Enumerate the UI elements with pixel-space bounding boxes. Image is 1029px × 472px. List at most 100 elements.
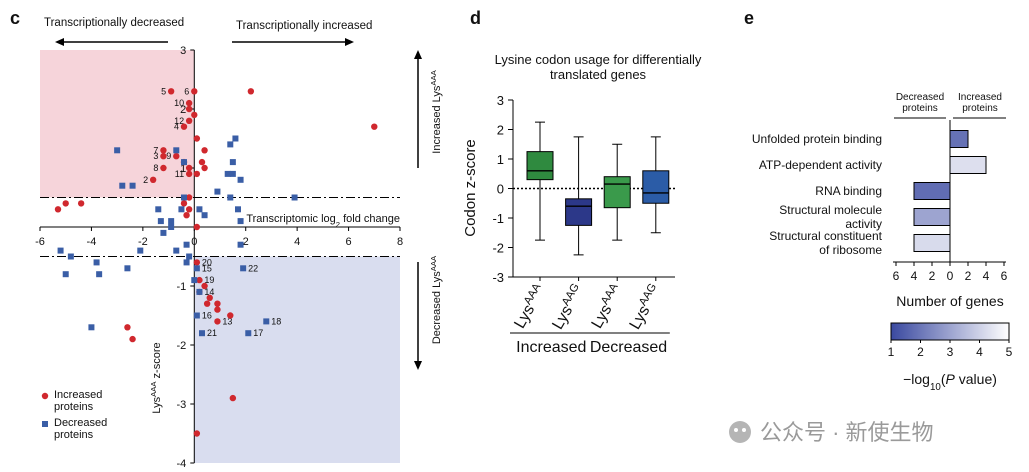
data-point <box>199 330 205 337</box>
text-part: 2 <box>336 220 340 229</box>
legend-marker <box>41 392 49 400</box>
x-tick-label: LysAAG <box>625 282 665 333</box>
point-label: 17 <box>253 328 263 338</box>
facet-header-text: Increased proteins <box>958 92 1002 114</box>
data-point <box>193 223 201 231</box>
text-part: AAA <box>522 281 544 307</box>
data-point <box>214 188 221 195</box>
data-point <box>263 318 270 325</box>
point-label: 11 <box>175 169 184 179</box>
arrow-head <box>414 50 422 59</box>
point-label: 8 <box>153 163 158 173</box>
data-point <box>183 259 190 266</box>
point-label: 15 <box>202 263 212 273</box>
category-label: Structural molecule <box>779 203 882 217</box>
data-point <box>227 312 234 319</box>
data-point <box>193 170 201 178</box>
y-tick-label: -3 <box>492 270 504 285</box>
data-point <box>191 277 198 284</box>
data-point <box>196 276 203 284</box>
y-tick-label: -2 <box>492 241 504 256</box>
data-point <box>62 271 69 278</box>
data-point <box>240 265 247 272</box>
data-point <box>96 271 103 278</box>
box <box>603 176 631 209</box>
data-point <box>160 229 167 236</box>
data-point <box>198 158 206 166</box>
text-part: AAA <box>429 69 438 85</box>
data-point <box>168 224 175 230</box>
data-point <box>149 176 157 183</box>
facet-header: Increased proteins <box>958 92 1002 114</box>
data-point <box>185 194 193 201</box>
category-label: activity <box>845 217 882 231</box>
legend-label: Decreased proteins <box>54 417 107 441</box>
point-label: 12 <box>174 116 184 126</box>
data-point <box>160 147 167 154</box>
y-tick-label: -1 <box>492 211 504 226</box>
box <box>526 151 554 181</box>
colorbar-tick-label: 2 <box>917 345 924 359</box>
text-part: Lys <box>589 302 616 332</box>
y-tick-label: -4 <box>177 458 187 470</box>
text-part: Transcriptomic log <box>246 213 335 225</box>
x-tick-label: 0 <box>947 269 954 283</box>
text-part: AAA <box>149 381 158 397</box>
x-tick-label: 4 <box>294 236 300 248</box>
y-tick-label: 2 <box>180 104 186 116</box>
data-point <box>160 153 167 160</box>
data-point <box>203 300 211 307</box>
data-point <box>227 194 234 201</box>
data-point <box>77 200 85 207</box>
data-point <box>185 164 193 172</box>
y-tick-label: -1 <box>177 281 187 293</box>
group-label: Decreased <box>590 339 667 356</box>
y-tick-label: 3 <box>180 45 186 57</box>
data-point <box>124 324 131 331</box>
data-point <box>235 206 241 213</box>
data-point <box>185 105 193 113</box>
colorbar <box>890 322 1010 341</box>
data-point <box>119 182 126 189</box>
point-label: 5 <box>161 86 166 96</box>
data-point <box>185 206 193 213</box>
point-label: 20 <box>202 257 212 267</box>
data-point <box>237 176 244 183</box>
panel-label: d <box>470 8 481 28</box>
point-label: 13 <box>222 316 232 326</box>
data-point <box>129 182 136 189</box>
x-axis-label: Number of genes <box>896 293 1003 309</box>
y-tick-label: -2 <box>177 340 187 352</box>
box <box>642 170 670 204</box>
text-part: Lys <box>549 303 576 333</box>
annotation: Transcriptionally decreased <box>44 17 184 29</box>
data-point <box>129 335 136 343</box>
data-point <box>54 206 62 213</box>
point-label: 19 <box>204 275 214 285</box>
text-part: ( <box>941 371 946 387</box>
data-point <box>237 241 244 248</box>
text-part: value) <box>955 371 997 387</box>
x-tick-label: -2 <box>138 236 148 248</box>
x-tick-label: -4 <box>87 236 97 248</box>
data-point <box>168 218 175 225</box>
data-point <box>173 153 180 160</box>
data-point <box>206 294 213 301</box>
text-part: Lys <box>511 302 538 332</box>
chart-title: Lysine codon usage for differentially tr… <box>495 52 702 82</box>
x-tick-label: 4 <box>983 269 990 283</box>
category-label: ATP-dependent activity <box>759 158 882 172</box>
text-part: AAG <box>637 282 659 308</box>
data-point <box>181 194 187 201</box>
text-part: AAG <box>560 282 582 308</box>
text-part: Decreased Lys <box>431 271 443 344</box>
x-tick-label: 2 <box>243 236 249 248</box>
side-label: Increased LysAAA <box>429 69 444 153</box>
data-point <box>191 111 198 119</box>
data-point <box>191 88 198 95</box>
data-point <box>93 259 100 266</box>
x-tick-label: 0 <box>191 236 197 248</box>
legend-marker <box>42 421 48 427</box>
